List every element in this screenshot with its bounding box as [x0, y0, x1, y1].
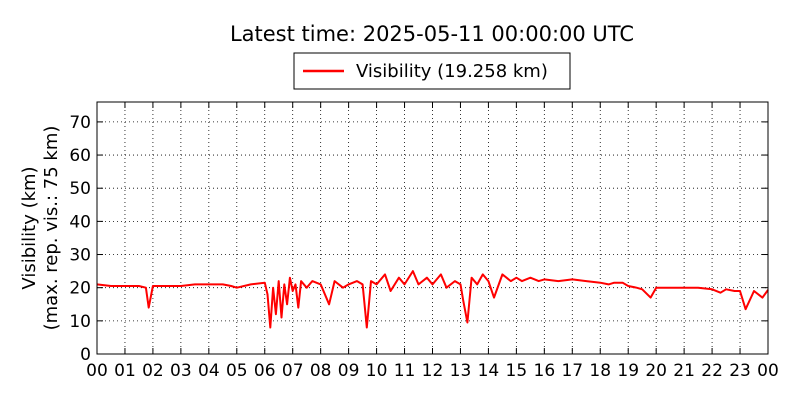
y-tick-label: 50	[69, 179, 91, 199]
grid	[96, 102, 769, 355]
x-tick-label: 11	[394, 361, 416, 381]
x-tick-label: 21	[673, 361, 695, 381]
x-tick-label: 05	[226, 361, 248, 381]
series-line-visibility	[96, 270, 769, 329]
x-tick-label: 17	[561, 361, 583, 381]
y-tick-label: 60	[69, 146, 91, 166]
y-tick-label: 0	[80, 345, 91, 365]
x-tick-label: 22	[701, 361, 723, 381]
x-tick-label: 08	[310, 361, 332, 381]
series-layer	[96, 270, 769, 329]
x-tick-label: 15	[506, 361, 528, 381]
x-tick-label: 16	[534, 361, 556, 381]
y-tick-label: 10	[69, 312, 91, 332]
y-axis-label-line1: Visibility (km)	[19, 166, 40, 289]
y-tick-label: 20	[69, 279, 91, 299]
y-tick-label: 30	[69, 246, 91, 266]
x-tick-label: 20	[645, 361, 667, 381]
x-tick-label: 10	[366, 361, 388, 381]
y-tick-label: 40	[69, 212, 91, 232]
x-tick-label: 14	[478, 361, 500, 381]
x-tick-label: 07	[282, 361, 304, 381]
y-axis-label: Visibility (km) (max. rep. vis.: 75 km)	[19, 126, 62, 331]
x-axis: 00 01 02 03 04 05 06 07 08 09 10 11 12 13 14 15 16 17 18 19…	[86, 102, 779, 381]
x-tick-label: 13	[450, 361, 472, 381]
x-tick-label: 02	[142, 361, 164, 381]
x-tick-label: 18	[589, 361, 611, 381]
x-tick-label: 23	[729, 361, 751, 381]
x-tick-label: 04	[198, 361, 220, 381]
legend: Visibility (19.258 km)	[293, 52, 571, 90]
x-tick-label: 12	[422, 361, 444, 381]
x-tick-label: 00	[757, 361, 779, 381]
x-tick-label: 00	[86, 361, 108, 381]
chart-title: Latest time: 2025-05-11 00:00:00 UTC	[230, 22, 634, 46]
x-tick-label: 06	[254, 361, 276, 381]
y-axis-label-line2: (max. rep. vis.: 75 km)	[41, 126, 62, 331]
x-tick-label: 19	[617, 361, 639, 381]
x-tick-label: 09	[338, 361, 360, 381]
plot-area	[96, 101, 769, 355]
x-tick-label: 03	[170, 361, 192, 381]
y-axis: 0 10 20 30 40 50 60 70	[69, 113, 768, 365]
x-tick-label: 01	[114, 361, 136, 381]
y-tick-label: 70	[69, 113, 91, 133]
legend-label: Visibility (19.258 km)	[356, 61, 548, 82]
